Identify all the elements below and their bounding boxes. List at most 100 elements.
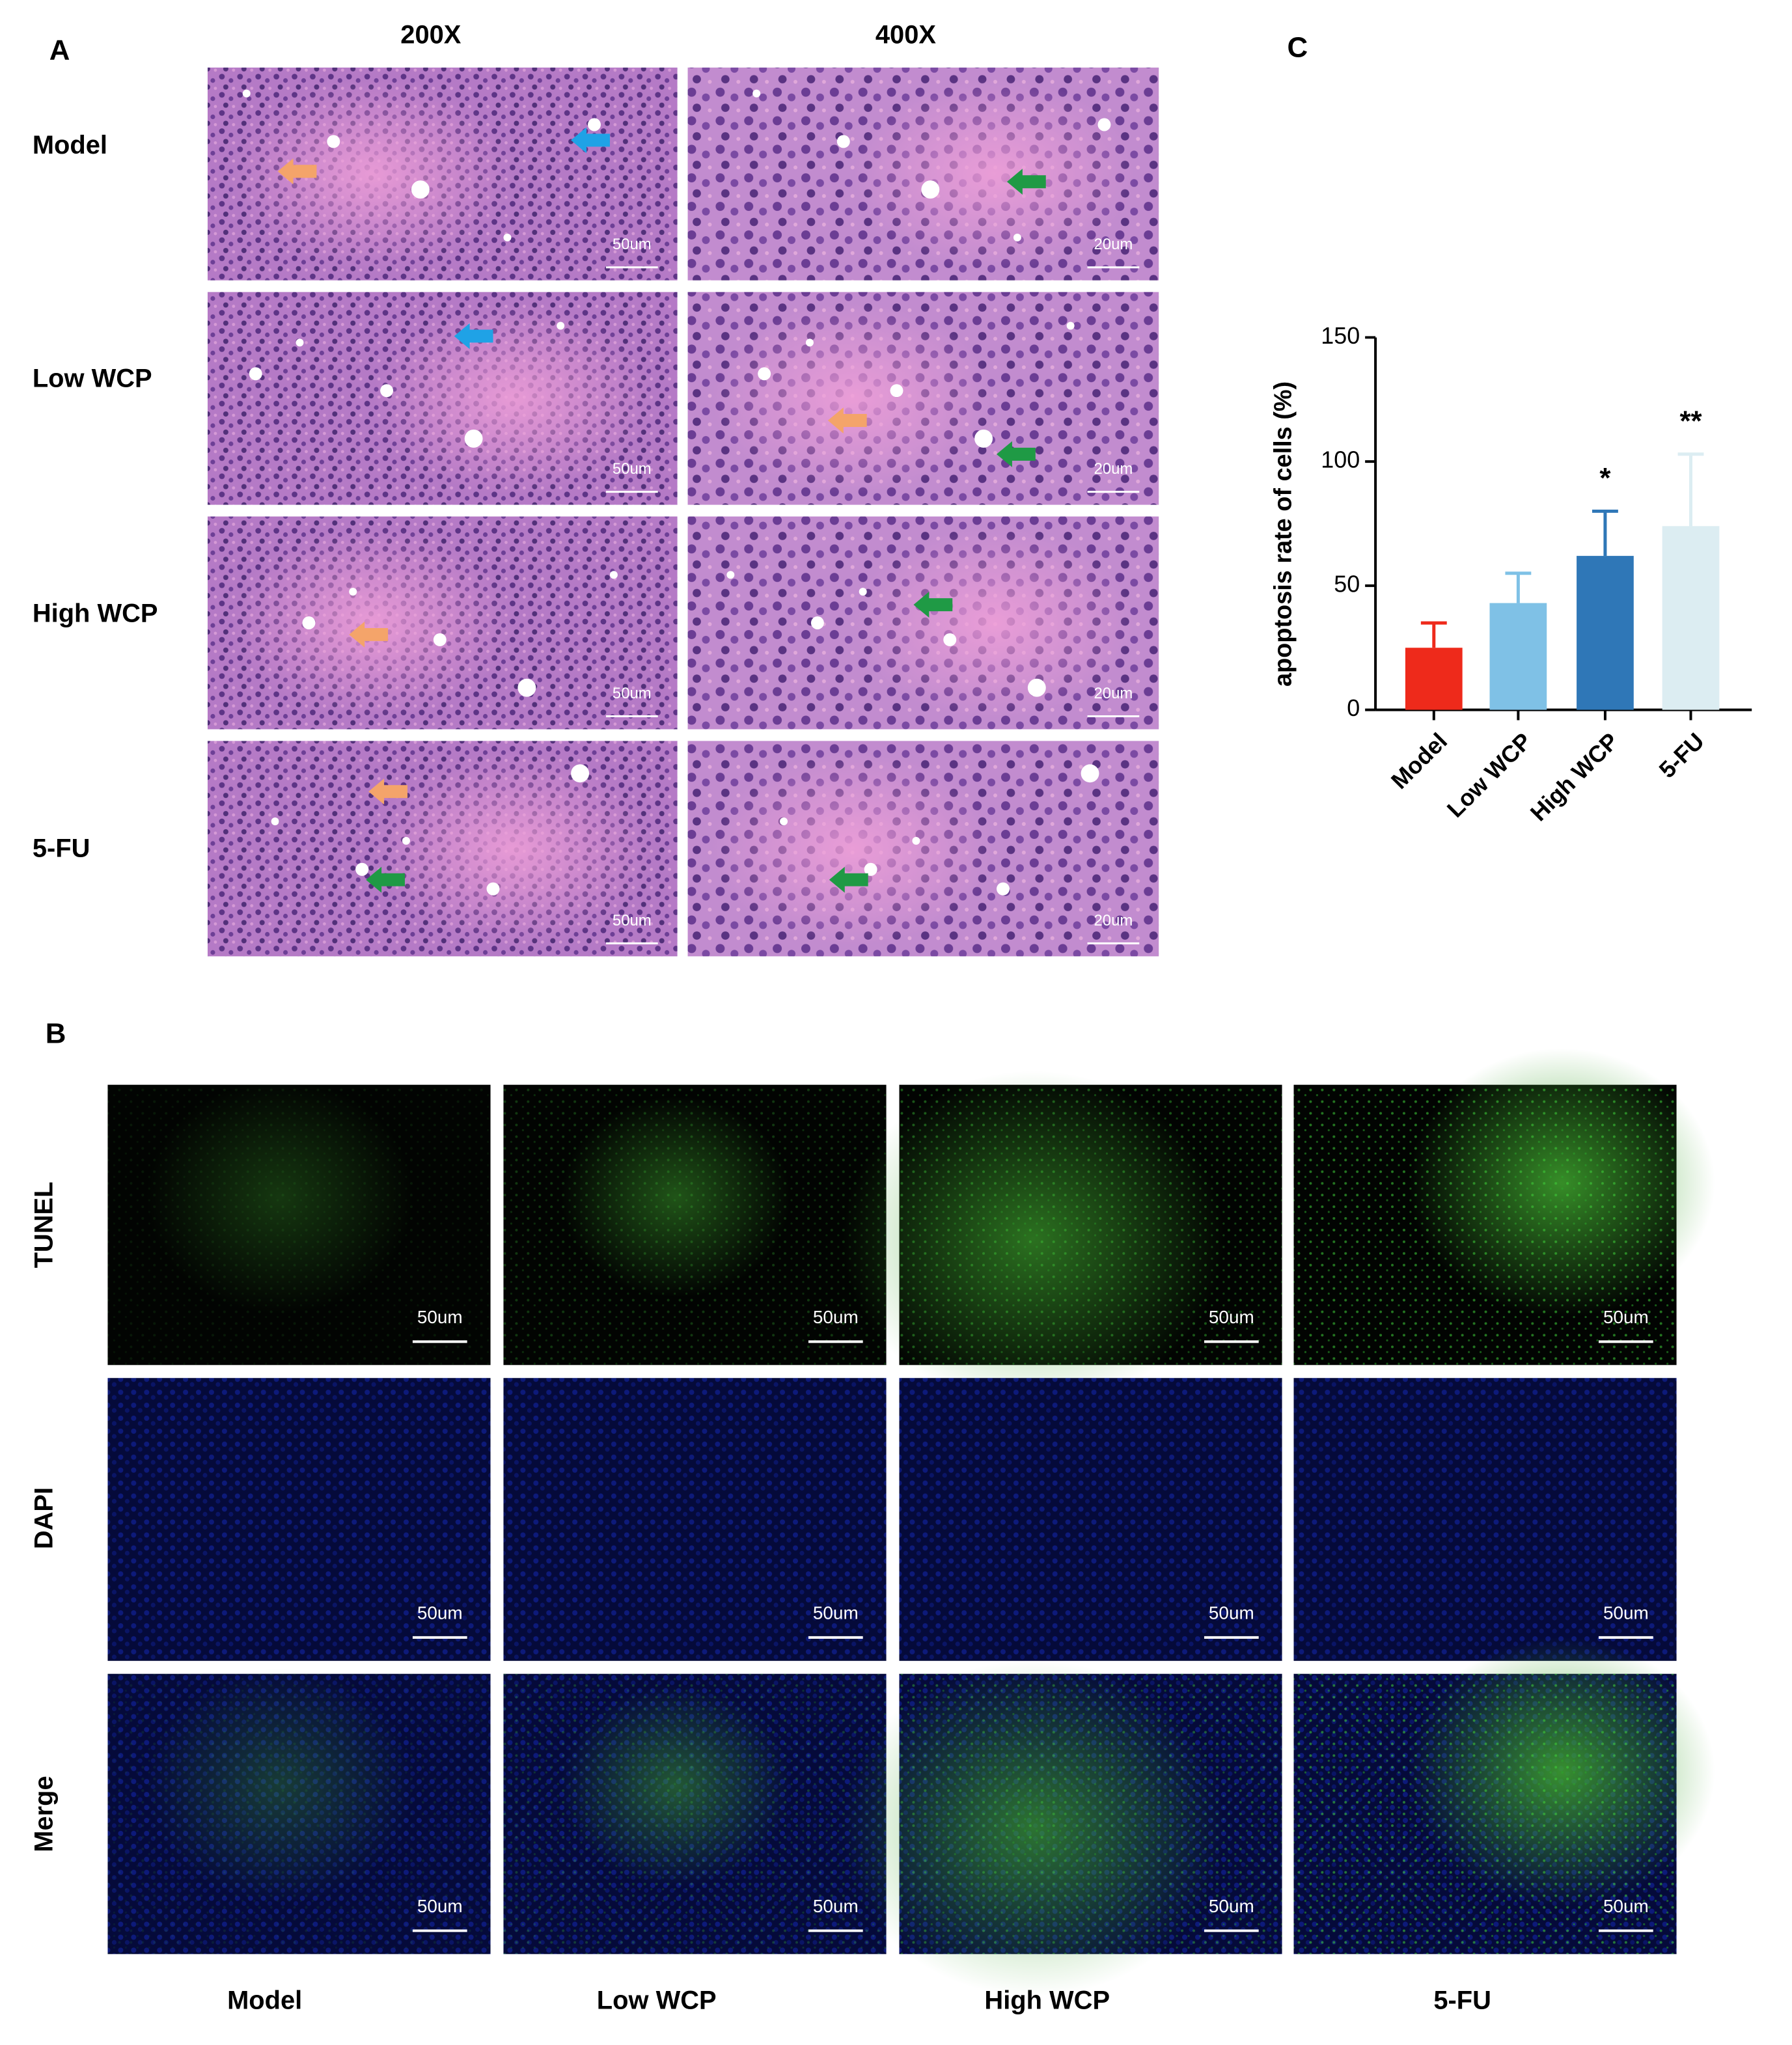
scale-label: 20um [1094,912,1133,929]
column-label: Model [227,1986,302,2015]
he-image: 20um [687,741,1159,957]
scale-label: 50um [813,1896,859,1916]
arrow [454,323,493,350]
y-tick-label: 50 [1334,571,1360,597]
scale-label: 50um [613,685,652,702]
fluorescence-image: 50um [503,1084,887,1366]
signal-dots [503,1673,887,1955]
fluorescence-image: 50um [1293,1048,1715,1366]
row-label: Merge [29,1776,58,1852]
column-label: Low WCP [597,1986,717,2015]
vacuole [517,678,536,697]
he-image: 50um [207,292,678,505]
background [899,1378,1282,1661]
row-label: Model [33,131,107,159]
signal-dots [107,1084,491,1366]
stroma [711,751,994,946]
fluorescence-image: 50um [842,1660,1282,1996]
he-image: 50um [207,67,678,281]
scale-label: 50um [613,236,652,253]
x-tick-label: Low WCP [1442,728,1536,823]
stroma [231,527,514,719]
vacuole [864,862,877,876]
signal-dots [503,1084,887,1366]
stroma [711,303,994,495]
vacuole [836,135,850,148]
vacuole [726,571,735,579]
vacuole [464,429,483,448]
fluorescence-image: 50um [107,1079,491,1366]
signal-dots [899,1673,1282,1955]
background [107,1378,491,1661]
scale-label: 50um [1209,1896,1254,1916]
vacuole [588,118,601,131]
scale-label: 50um [417,1896,463,1916]
significance: ** [1679,405,1702,437]
vacuole [327,135,340,148]
vacuole [921,180,940,199]
vacuole [912,836,920,845]
x-tick-label: 5-FU [1654,728,1709,784]
vacuole [355,862,369,876]
x-tick-label: High WCP [1525,728,1623,827]
scale-label: 50um [1603,1307,1649,1327]
y-tick-label: 150 [1321,323,1360,349]
column-label: 5-FU [1433,1986,1491,2015]
vacuole [609,571,618,579]
stroma [372,751,654,946]
vacuole [943,633,957,646]
y-tick-label: 100 [1321,447,1360,473]
he-image: 50um [207,741,678,957]
row-label: TUNEL [29,1182,58,1269]
vacuole [974,429,993,448]
fluorescence-image: 50um [107,1668,491,1955]
vacuole [486,882,500,896]
scale-label: 50um [613,460,652,478]
vacuole [1027,678,1046,697]
arrow [913,592,953,618]
vacuole [1066,322,1075,330]
he-image: 50um [207,516,678,730]
vacuole [249,367,262,381]
vacuole [433,633,447,646]
bar [1405,648,1463,710]
vacuole [758,367,771,381]
vacuole [996,882,1010,896]
vacuole [380,384,394,398]
vacuole [780,817,788,825]
y-tick-label: 0 [1347,695,1360,721]
panel-label: B [46,1018,66,1050]
vacuole [859,588,867,596]
column-label: 200X [400,20,462,49]
he-image: 20um [687,67,1159,281]
y-axis-label: apoptosis rate of cells (%) [1270,381,1297,687]
vacuole [1013,233,1021,241]
row-label: High WCP [33,599,158,628]
fluorescence-image: 50um [1293,1637,1715,1955]
signal-dots [899,1084,1282,1366]
stroma [852,78,1135,270]
fluorescence-image: 50um [503,1673,887,1955]
stroma [372,303,654,495]
panel-label: A [49,34,70,66]
vacuole [302,616,316,629]
scale-label: 50um [613,912,652,929]
vacuole [1081,764,1099,783]
vacuole [503,233,512,241]
he-image: 20um [687,516,1159,730]
scale-label: 50um [1209,1602,1254,1623]
scale-label: 50um [1603,1896,1649,1916]
x-tick-label: Model [1386,728,1453,795]
vacuole [296,338,304,347]
bar [1662,526,1720,710]
fluorescence-image: 50um [1293,1378,1677,1661]
vacuole [411,180,430,199]
row-label: 5-FU [33,834,90,862]
arrow [827,407,867,433]
signal-dots [1293,1084,1677,1366]
stroma [852,527,1135,719]
scale-label: 20um [1094,685,1133,702]
background [1293,1378,1677,1661]
row-label: DAPI [29,1487,58,1549]
